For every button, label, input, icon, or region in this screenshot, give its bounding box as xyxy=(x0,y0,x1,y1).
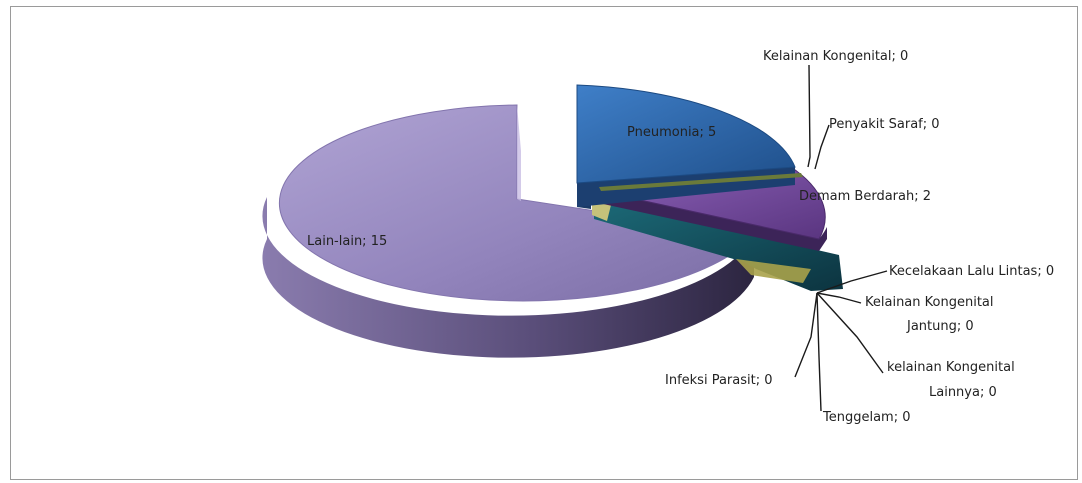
slice-lain-lain-side xyxy=(262,197,754,358)
slice-lain-lain xyxy=(262,104,755,358)
label-kongenital-jantung-1: Kelainan Kongenital xyxy=(865,295,994,310)
slice-pneumonia xyxy=(576,84,803,209)
slice-small-wedges xyxy=(592,199,843,291)
label-pneumonia: Pneumonia; 5 xyxy=(627,125,716,140)
leader-kecelakaan xyxy=(816,270,888,294)
label-tenggelam: Tenggelam; 0 xyxy=(822,410,911,425)
label-kelainan-kongenital: Kelainan Kongenital; 0 xyxy=(763,49,908,64)
leader-infeksi-parasit xyxy=(794,292,818,378)
data-labels: Kelainan Kongenital; 0 Penyakit Saraf; 0… xyxy=(307,49,1054,425)
label-kecelakaan: Kecelakaan Lalu Lintas; 0 xyxy=(889,264,1054,279)
slice-kelainan-kongenital xyxy=(599,173,803,191)
label-demam-berdarah: Demam Berdarah; 2 xyxy=(799,189,931,204)
label-kongenital-jantung-2: Jantung; 0 xyxy=(906,319,974,334)
label-kongenital-lainnya-2: Lainnya; 0 xyxy=(929,385,997,400)
leader-kelainan-kongenital xyxy=(807,64,811,168)
label-lain-lain: Lain-lain; 15 xyxy=(307,234,387,249)
slice-lain-lain-top xyxy=(278,104,755,302)
slice-pneumonia-front xyxy=(577,167,795,207)
slice-demam-berdarah-side xyxy=(594,190,827,251)
label-penyakit-saraf: Penyakit Saraf; 0 xyxy=(829,117,940,132)
slice-infeksi-parasit xyxy=(592,201,611,221)
leader-lines xyxy=(794,64,888,412)
label-infeksi-parasit: Infeksi Parasit; 0 xyxy=(665,373,773,388)
pie-chart: Kelainan Kongenital; 0 Penyakit Saraf; 0… xyxy=(262,49,1054,425)
chart-frame: Kelainan Kongenital; 0 Penyakit Saraf; 0… xyxy=(10,6,1078,480)
slice-lain-lain-cutface xyxy=(517,105,521,201)
leader-penyakit-saraf xyxy=(814,124,830,170)
slice-pneumonia-top xyxy=(576,84,796,184)
label-kongenital-lainnya-1: kelainan Kongenital xyxy=(887,360,1015,375)
leader-kongenital-jantung xyxy=(816,292,862,304)
leader-kongenital-lainnya xyxy=(816,292,884,374)
leader-tenggelam xyxy=(816,292,822,412)
slice-kongenital-jantung xyxy=(736,259,811,283)
